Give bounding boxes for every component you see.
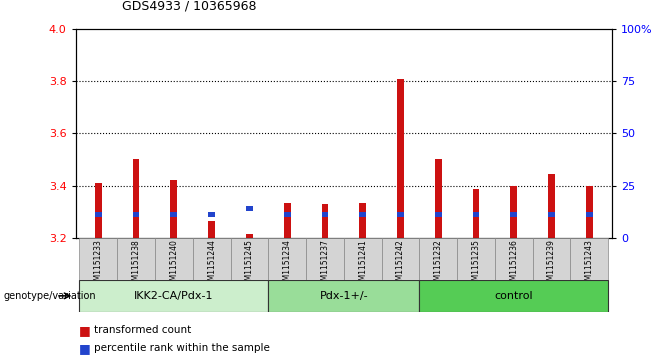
Bar (435, 212, 442, 217)
Text: IKK2-CA/Pdx-1: IKK2-CA/Pdx-1 (134, 291, 214, 301)
Bar (397, 79, 404, 238)
Bar (230, 238, 268, 280)
Text: GDS4933 / 10365968: GDS4933 / 10365968 (122, 0, 256, 13)
Bar (170, 212, 177, 217)
Bar (548, 212, 555, 217)
Bar (382, 238, 419, 280)
Bar (548, 174, 555, 238)
Bar (193, 238, 230, 280)
Bar (80, 280, 268, 312)
Text: GSM1151242: GSM1151242 (396, 239, 405, 290)
Text: GSM1151245: GSM1151245 (245, 239, 254, 290)
Bar (170, 180, 177, 238)
Bar (284, 212, 291, 217)
Text: GSM1151244: GSM1151244 (207, 239, 216, 290)
Bar (435, 159, 442, 238)
Bar (586, 185, 593, 238)
Bar (397, 212, 404, 217)
Bar (322, 212, 328, 217)
Bar (511, 212, 517, 217)
Text: GSM1151235: GSM1151235 (472, 239, 480, 290)
Text: transformed count: transformed count (94, 325, 191, 335)
Bar (359, 212, 366, 217)
Bar (511, 185, 517, 238)
Bar (208, 221, 215, 238)
Bar (586, 212, 593, 217)
Bar (284, 203, 291, 238)
Text: GSM1151239: GSM1151239 (547, 239, 556, 290)
Bar (457, 238, 495, 280)
Bar (359, 203, 366, 238)
Bar (419, 238, 457, 280)
Bar (532, 238, 570, 280)
Bar (133, 212, 139, 217)
Bar (133, 159, 139, 238)
Bar (322, 204, 328, 238)
Bar (343, 238, 382, 280)
Bar (95, 212, 102, 217)
Text: ■: ■ (79, 342, 91, 355)
Text: GSM1151240: GSM1151240 (169, 239, 178, 290)
Text: ■: ■ (79, 324, 91, 337)
Bar (472, 189, 480, 238)
Text: GSM1151232: GSM1151232 (434, 239, 443, 290)
Bar (95, 183, 102, 238)
Bar (306, 238, 343, 280)
Text: Pdx-1+/-: Pdx-1+/- (320, 291, 368, 301)
Bar (155, 238, 193, 280)
Text: GSM1151237: GSM1151237 (320, 239, 330, 290)
Bar (495, 238, 532, 280)
Bar (246, 206, 253, 211)
Bar (472, 212, 480, 217)
Text: GSM1151238: GSM1151238 (132, 239, 141, 290)
Bar (208, 212, 215, 217)
Text: GSM1151236: GSM1151236 (509, 239, 519, 290)
Bar (117, 238, 155, 280)
Bar (80, 238, 117, 280)
Text: genotype/variation: genotype/variation (3, 291, 96, 301)
Bar (419, 280, 608, 312)
Bar (246, 234, 253, 238)
Text: GSM1151243: GSM1151243 (585, 239, 594, 290)
Text: GSM1151233: GSM1151233 (94, 239, 103, 290)
Text: GSM1151241: GSM1151241 (358, 239, 367, 290)
Text: percentile rank within the sample: percentile rank within the sample (94, 343, 270, 354)
Bar (268, 280, 419, 312)
Bar (570, 238, 608, 280)
Bar (268, 238, 306, 280)
Text: control: control (494, 291, 533, 301)
Text: GSM1151234: GSM1151234 (283, 239, 291, 290)
